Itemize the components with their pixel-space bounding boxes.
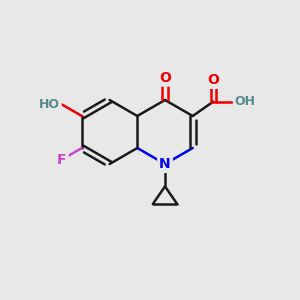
Text: O: O [207,73,219,87]
Text: OH: OH [235,95,256,108]
Text: O: O [159,70,171,85]
Text: F: F [57,152,67,167]
Text: N: N [159,157,171,171]
Text: HO: HO [39,98,60,111]
